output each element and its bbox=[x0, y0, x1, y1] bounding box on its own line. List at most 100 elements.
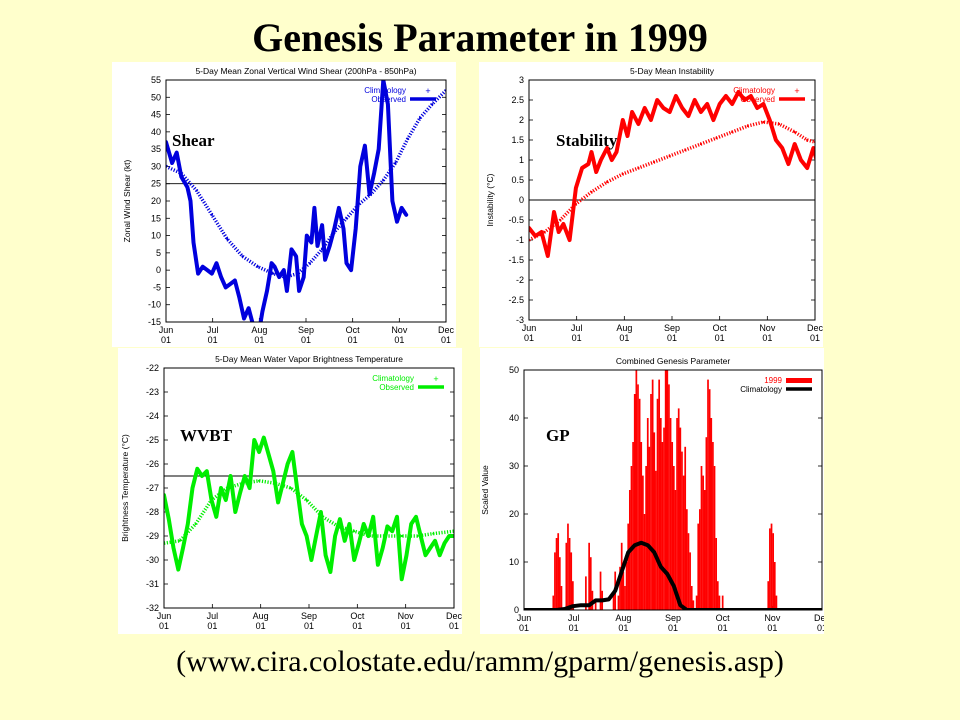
stability-x-tick-month: Oct bbox=[713, 323, 728, 333]
shear-y-tick-label: 35 bbox=[151, 144, 161, 154]
gp-chart-title: Combined Genesis Parameter bbox=[616, 356, 731, 366]
gp-bar bbox=[651, 379, 654, 610]
gp-x-tick-day: 01 bbox=[767, 623, 777, 633]
shear-x-tick-day: 01 bbox=[394, 335, 404, 345]
wvbt-climatology-point bbox=[416, 534, 419, 538]
wvbt-legend-marker: + bbox=[433, 374, 438, 384]
gp-bar bbox=[565, 542, 568, 610]
stability-climatology-point bbox=[699, 142, 703, 146]
stability-climatology-point bbox=[543, 230, 546, 234]
gp-y-tick-label: 0 bbox=[514, 605, 519, 615]
stability-x-tick-day: 01 bbox=[572, 333, 582, 343]
gp-x-tick-month: Jun bbox=[517, 613, 532, 623]
gp-y-axis-label: Scaled Value bbox=[480, 465, 490, 515]
stability-climatology-point bbox=[559, 218, 562, 222]
stability-y-tick-label: 0.5 bbox=[511, 175, 524, 185]
gp-bar bbox=[568, 538, 571, 610]
gp-bar bbox=[674, 490, 677, 610]
wvbt-x-tick-day: 01 bbox=[352, 621, 362, 631]
wvbt-climatology-point bbox=[178, 539, 181, 542]
gp-bar bbox=[638, 398, 641, 610]
shear-climatology-point bbox=[272, 272, 275, 275]
gp-x-tick-month: Jul bbox=[568, 613, 580, 623]
shear-plot-area bbox=[166, 80, 446, 322]
wvbt-climatology-point bbox=[353, 530, 356, 533]
stability-climatology-point bbox=[762, 120, 765, 124]
shear-x-tick-day: 01 bbox=[441, 335, 451, 345]
gp-x-tick-month: Nov bbox=[764, 613, 781, 623]
shear-climatology-point bbox=[308, 262, 311, 265]
shear-climatology-point bbox=[345, 217, 348, 220]
stability-climatology-point bbox=[746, 124, 749, 128]
stability-x-tick-month: Sep bbox=[664, 323, 680, 333]
gp-bar bbox=[679, 427, 682, 610]
stability-x-tick-day: 01 bbox=[715, 333, 725, 343]
gp-bar bbox=[703, 490, 706, 610]
stability-x-tick-day: 01 bbox=[619, 333, 629, 343]
wvbt-x-tick-day: 01 bbox=[256, 621, 266, 631]
shear-y-tick-label: 40 bbox=[151, 127, 161, 137]
stability-panel: 5-Day Mean Instability 3 2.5 2 1.5 1 0.5 0 -0.5 -… bbox=[479, 62, 823, 347]
shear-chart: 5-Day Mean Zonal Vertical Wind Shear (20… bbox=[122, 66, 454, 345]
wvbt-x-tick-day: 01 bbox=[207, 621, 217, 631]
gp-bar bbox=[772, 533, 775, 610]
stability-climatology-point bbox=[637, 166, 640, 170]
stability-y-tick-label: -1.5 bbox=[508, 255, 524, 265]
stability-y-tick-label: -2 bbox=[516, 275, 524, 285]
wvbt-climatology-point bbox=[289, 486, 292, 490]
stability-x-tick-day: 01 bbox=[762, 333, 772, 343]
gp-bar bbox=[671, 442, 674, 610]
wvbt-climatology-point bbox=[257, 479, 261, 482]
wvbt-x-tick-day: 01 bbox=[449, 621, 459, 631]
gp-bar bbox=[700, 466, 703, 610]
stability-climatology-point bbox=[590, 190, 593, 194]
stability-series-observed bbox=[529, 90, 815, 258]
shear-y-tick-label: 25 bbox=[151, 179, 161, 189]
stability-x-tick-month: Jul bbox=[571, 323, 583, 333]
shear-x-tick-month: Aug bbox=[251, 325, 267, 335]
gp-bar bbox=[669, 418, 672, 610]
gp-bar bbox=[625, 562, 628, 610]
gp-bar bbox=[672, 466, 675, 610]
stability-climatology-point bbox=[806, 138, 809, 142]
gp-bar bbox=[619, 566, 621, 610]
shear-y-tick-label: 0 bbox=[156, 265, 161, 275]
gp-bar bbox=[710, 418, 713, 610]
gp-bar bbox=[664, 370, 667, 610]
stability-y-tick-label: -2.5 bbox=[508, 295, 524, 305]
gp-bar bbox=[594, 600, 597, 610]
wvbt-y-tick-label: -32 bbox=[146, 603, 159, 613]
stability-y-tick-label: 1 bbox=[519, 155, 524, 165]
wvbt-x-tick-month: Oct bbox=[350, 611, 365, 621]
wvbt-x-tick-month: Jun bbox=[157, 611, 172, 621]
wvbt-legend-label: Observed bbox=[379, 383, 414, 392]
shear-panel: 5-Day Mean Zonal Vertical Wind Shear (20… bbox=[112, 62, 456, 347]
gp-bar bbox=[645, 466, 647, 610]
gp-bar bbox=[770, 523, 773, 610]
wvbt-x-tick-day: 01 bbox=[401, 621, 411, 631]
wvbt-x-tick-day: 01 bbox=[304, 621, 314, 631]
wvbt-y-tick-label: -25 bbox=[146, 435, 159, 445]
gp-bar bbox=[589, 557, 592, 610]
gp-bar bbox=[690, 586, 693, 610]
wvbt-plot-frame bbox=[163, 367, 455, 609]
shear-y-axis-label: Zonal Wind Shear (kt) bbox=[122, 159, 132, 242]
gp-bar bbox=[612, 590, 615, 610]
shear-x-tick-day: 01 bbox=[254, 335, 264, 345]
gp-bar bbox=[560, 586, 563, 610]
gp-bar bbox=[632, 442, 634, 610]
wvbt-y-tick-label: -28 bbox=[146, 507, 159, 517]
gp-bar bbox=[552, 595, 555, 610]
gp-bar bbox=[635, 370, 638, 610]
gp-bar bbox=[637, 384, 639, 610]
shear-x-tick-month: Sep bbox=[298, 325, 314, 335]
gp-bar bbox=[653, 432, 656, 610]
stability-plot-area bbox=[529, 90, 815, 258]
gp-bar bbox=[712, 442, 714, 610]
gp-y-tick-label: 40 bbox=[509, 413, 519, 423]
shear-legend-marker: + bbox=[425, 86, 430, 96]
stability-legend-label: Climatology bbox=[733, 86, 775, 95]
gp-overlay-label: GP bbox=[546, 426, 570, 445]
gp-bar bbox=[767, 581, 770, 610]
gp-bar bbox=[663, 427, 665, 610]
